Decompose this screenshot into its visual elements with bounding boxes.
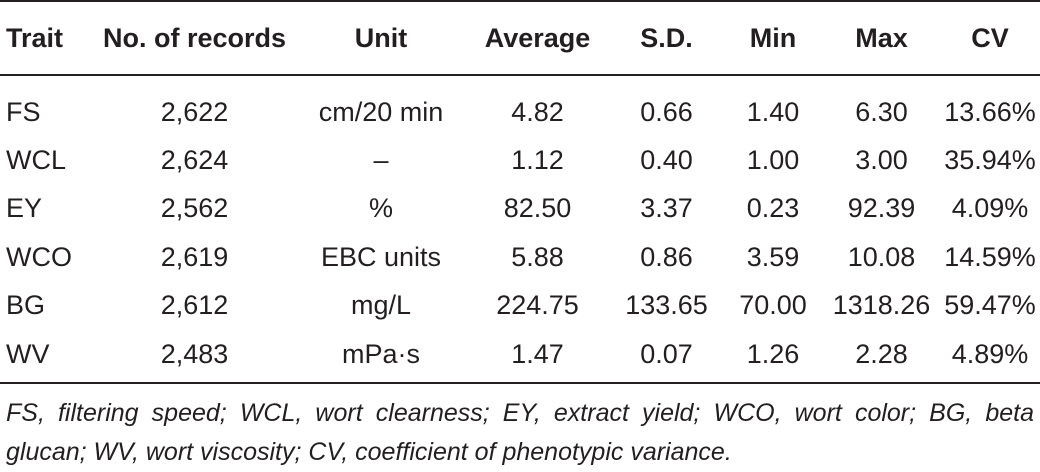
trait-statistics-table: Trait No. of records Unit Average S.D. M… — [0, 2, 1040, 379]
cell-cv: 13.66% — [944, 96, 1036, 127]
cell-records: 2,622 — [160, 96, 229, 127]
header-row: Trait No. of records Unit Average S.D. M… — [0, 2, 1040, 74]
cell-unit: cm/20 min — [318, 96, 444, 127]
cell-trait: EY — [6, 193, 43, 224]
cell-trait: WCL — [6, 144, 66, 175]
header-average: Average — [484, 22, 591, 53]
cell-sd: 133.65 — [625, 290, 708, 321]
cell-trait: WV — [6, 338, 50, 369]
cell-records: 2,619 — [160, 241, 229, 272]
table-row: WV 2,483 mPa·s 1.47 0.07 1.26 2.28 4.89% — [0, 330, 1040, 379]
cell-min: 1.26 — [746, 338, 800, 369]
table-row: WCO 2,619 EBC units 5.88 0.86 3.59 10.08… — [0, 233, 1040, 282]
cell-average: 82.50 — [503, 193, 572, 224]
cell-cv: 14.59% — [944, 241, 1036, 272]
cell-min: 70.00 — [739, 290, 807, 321]
cell-unit: mg/L — [350, 290, 412, 321]
cell-max: 3.00 — [855, 144, 908, 175]
cell-max: 2.28 — [855, 338, 908, 369]
cell-average: 1.47 — [511, 338, 564, 369]
table-row: BG 2,612 mg/L 224.75 133.65 70.00 1318.2… — [0, 282, 1040, 331]
cell-average: 5.88 — [511, 241, 564, 272]
cell-trait: FS — [6, 96, 41, 127]
cell-sd: 0.40 — [640, 144, 693, 175]
table-row: WCL 2,624 – 1.12 0.40 1.00 3.00 35.94% — [0, 136, 1040, 185]
cell-sd: 0.66 — [640, 96, 693, 127]
cell-sd: 3.37 — [640, 193, 693, 224]
cell-min: 1.40 — [746, 96, 800, 127]
cell-cv: 4.89% — [951, 338, 1029, 369]
header-divider-rule — [0, 74, 1040, 76]
cell-average: 4.82 — [511, 96, 564, 127]
cell-cv: 35.94% — [944, 144, 1036, 175]
table-row: EY 2,562 % 82.50 3.37 0.23 92.39 4.09% — [0, 185, 1040, 234]
cell-records: 2,612 — [160, 290, 229, 321]
cell-unit: EBC units — [320, 241, 442, 272]
header-sd: S.D. — [640, 22, 693, 53]
cell-average: 224.75 — [496, 290, 579, 321]
table-row: FS 2,622 cm/20 min 4.82 0.66 1.40 6.30 1… — [0, 74, 1040, 136]
cell-unit: % — [368, 193, 393, 224]
cell-records: 2,562 — [160, 193, 229, 224]
cell-max: 10.08 — [847, 241, 916, 272]
table-footnote: FS, filtering speed; WCL, wort clearness… — [6, 399, 1034, 466]
cell-min: 0.23 — [746, 193, 800, 224]
header-max: Max — [855, 22, 908, 53]
cell-trait: BG — [6, 290, 46, 321]
cell-sd: 0.07 — [640, 338, 693, 369]
header-min: Min — [749, 22, 797, 53]
cell-min: 1.00 — [746, 144, 800, 175]
cell-records: 2,483 — [160, 338, 229, 369]
cell-sd: 0.86 — [640, 241, 693, 272]
cell-cv: 59.47% — [944, 290, 1036, 321]
header-trait: Trait — [6, 22, 64, 53]
header-records: No. of records — [102, 22, 287, 53]
cell-unit: mPa·s — [341, 338, 420, 369]
cell-max: 1318.26 — [832, 290, 931, 321]
cell-max: 6.30 — [855, 96, 908, 127]
cell-min: 3.59 — [746, 241, 800, 272]
header-cv: CV — [971, 22, 1009, 53]
cell-records: 2,624 — [160, 144, 229, 175]
cell-max: 92.39 — [847, 193, 916, 224]
cell-trait: WCO — [6, 241, 72, 272]
header-unit: Unit — [354, 22, 408, 53]
cell-cv: 4.09% — [951, 193, 1029, 224]
table-bottom-rule — [0, 382, 1040, 384]
cell-average: 1.12 — [511, 144, 564, 175]
cell-unit: – — [373, 144, 389, 175]
table-top-rule — [0, 0, 1040, 2]
